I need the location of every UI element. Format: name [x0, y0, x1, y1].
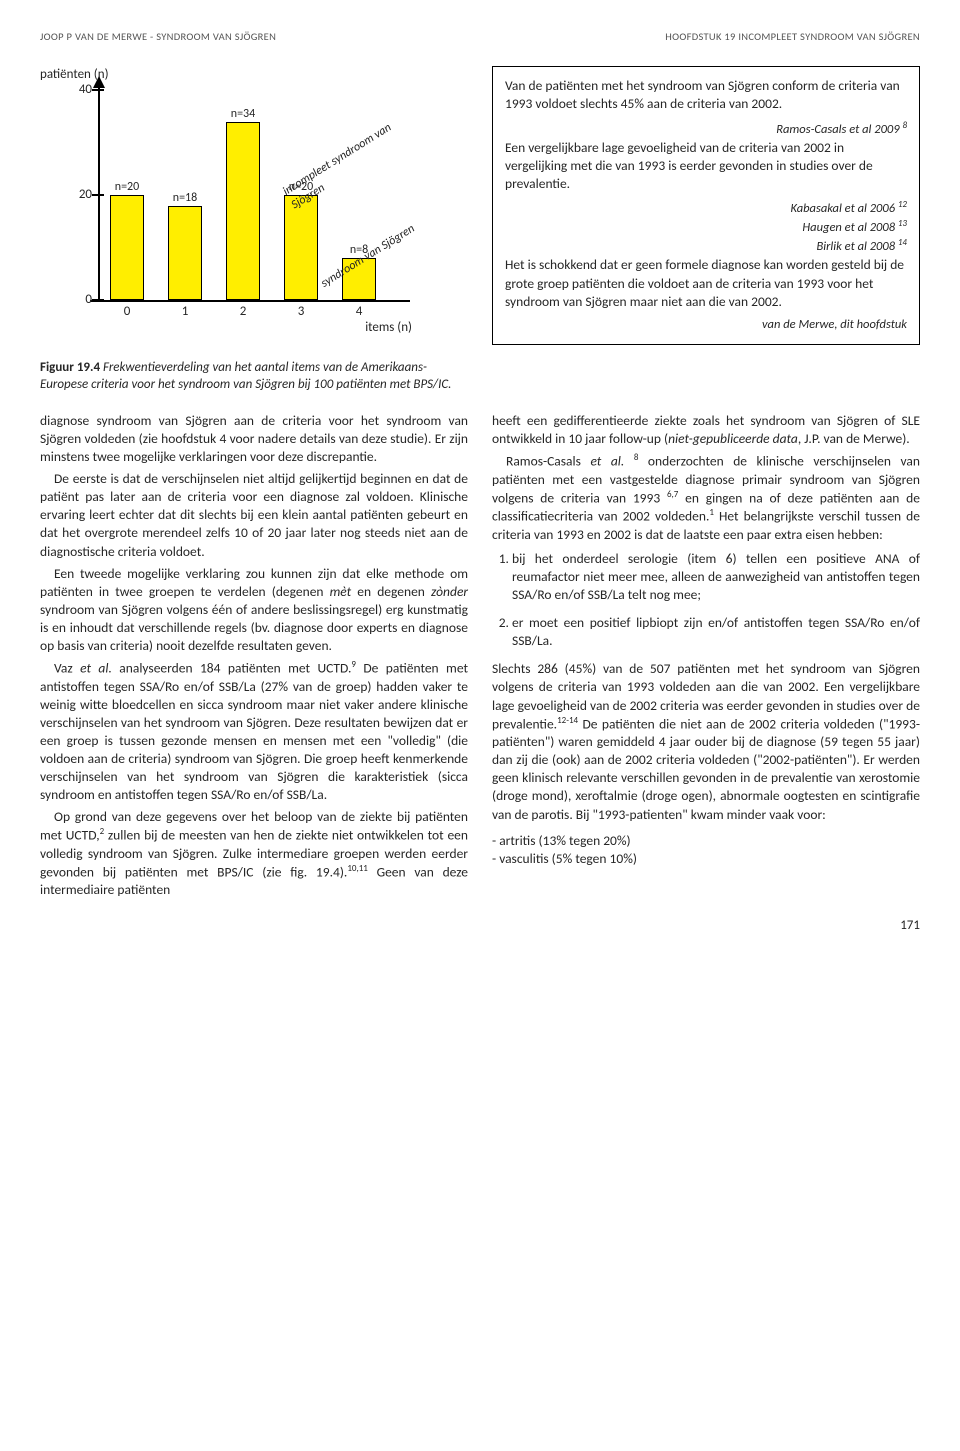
numbered-list: bij het onderdeel serologie (item 6) tel…: [512, 550, 920, 650]
bar-label: n=18: [162, 190, 208, 206]
figure-tag: Figuur 19.4: [40, 360, 100, 375]
header-left: JOOP P VAN DE MERWE - SYNDROOM VAN SJÖGR…: [40, 30, 276, 44]
sidebox-column: Van de patiënten met het syndroom van Sj…: [492, 66, 920, 394]
sidebox-ref1: Ramos-Casals et al 2009 8: [505, 120, 907, 139]
bar: n=20: [110, 195, 144, 300]
right-p3: Slechts 286 (45%) van de 507 patiënten m…: [492, 660, 920, 823]
x-axis-title: items (n): [365, 319, 412, 337]
header-right: HOOFDSTUK 19 INCOMPLEET SYNDROOM VAN SJÖ…: [665, 30, 920, 44]
chart-column: patiënten (n) items (n) 02040n=20n=18n=3…: [40, 66, 468, 394]
page-number: 171: [40, 917, 920, 935]
chart-annotation: incompleet syndroom van Sjögren: [280, 101, 433, 213]
bar-label: n=34: [220, 106, 266, 122]
sidebox-p3: Het is schokkend dat er geen formele dia…: [505, 256, 907, 311]
y-tick-mark: [92, 299, 104, 301]
sidebox-p2: Een vergelijkbare lage gevoeligheid van …: [505, 139, 907, 194]
sidebox: Van de patiënten met het syndroom van Sj…: [492, 66, 920, 345]
y-tick-label: 20: [62, 186, 92, 204]
sidebox-ref3: van de Merwe, dit hoofdstuk: [505, 317, 907, 334]
right-p1: heeft een gedifferentieerde ziekte zoals…: [492, 412, 920, 448]
right-p2: Ramos-Casals et al. 8 onderzochten de kl…: [492, 452, 920, 544]
x-tick-label: 4: [349, 303, 369, 321]
x-tick-label: 1: [175, 303, 195, 321]
y-tick-label: 0: [62, 291, 92, 309]
top-row: patiënten (n) items (n) 02040n=20n=18n=3…: [40, 66, 920, 394]
body-columns: diagnose syndroom van Sjögren aan de cri…: [40, 412, 920, 904]
bar: n=18: [168, 206, 202, 301]
left-p1a: diagnose syndroom van Sjögren aan de cri…: [40, 412, 468, 466]
left-p3: Op grond van deze gegevens over het belo…: [40, 808, 468, 899]
y-tick-mark: [92, 194, 104, 196]
figure-caption: Figuur 19.4 Frekwentieverdeling van het …: [40, 360, 468, 394]
left-text-column: diagnose syndroom van Sjögren aan de cri…: [40, 412, 468, 904]
x-tick-label: 0: [117, 303, 137, 321]
y-tick-mark: [92, 89, 104, 91]
right-text-column: heeft een gedifferentieerde ziekte zoals…: [492, 412, 920, 904]
list-item: bij het onderdeel serologie (item 6) tel…: [512, 550, 920, 604]
left-p1c: Een tweede mogelijke verklaring zou kunn…: [40, 565, 468, 655]
bar-rect: [110, 195, 144, 300]
bar: n=34: [226, 122, 260, 301]
x-tick-label: 3: [291, 303, 311, 321]
dash-item: artritis (13% tegen 20%): [492, 832, 920, 850]
y-tick-label: 40: [62, 81, 92, 99]
bar-chart: patiënten (n) items (n) 02040n=20n=18n=3…: [40, 66, 440, 356]
bar-rect: [168, 206, 202, 301]
bar-rect: [226, 122, 260, 301]
figure-caption-text: Frekwentieverdeling van het aantal items…: [40, 360, 451, 392]
list-item: er moet een positief lipbiopt zijn en/of…: [512, 614, 920, 650]
left-p2: Vaz et al. analyseerden 184 patiënten me…: [40, 659, 468, 804]
bar-label: n=20: [104, 179, 150, 195]
sidebox-p1: Van de patiënten met het syndroom van Sj…: [505, 77, 907, 113]
sidebox-ref2c: Birlik et al 2008 14: [505, 237, 907, 256]
dash-item: vasculitis (5% tegen 10%): [492, 850, 920, 868]
x-tick-label: 2: [233, 303, 253, 321]
left-p1b: De eerste is dat de verschijnselen niet …: [40, 470, 468, 560]
sidebox-ref2a: Kabasakal et al 2006 12: [505, 199, 907, 218]
sidebox-ref2b: Haugen et al 2008 13: [505, 218, 907, 237]
page-header: JOOP P VAN DE MERWE - SYNDROOM VAN SJÖGR…: [40, 30, 920, 44]
dash-list: artritis (13% tegen 20%) vasculitis (5% …: [492, 832, 920, 868]
